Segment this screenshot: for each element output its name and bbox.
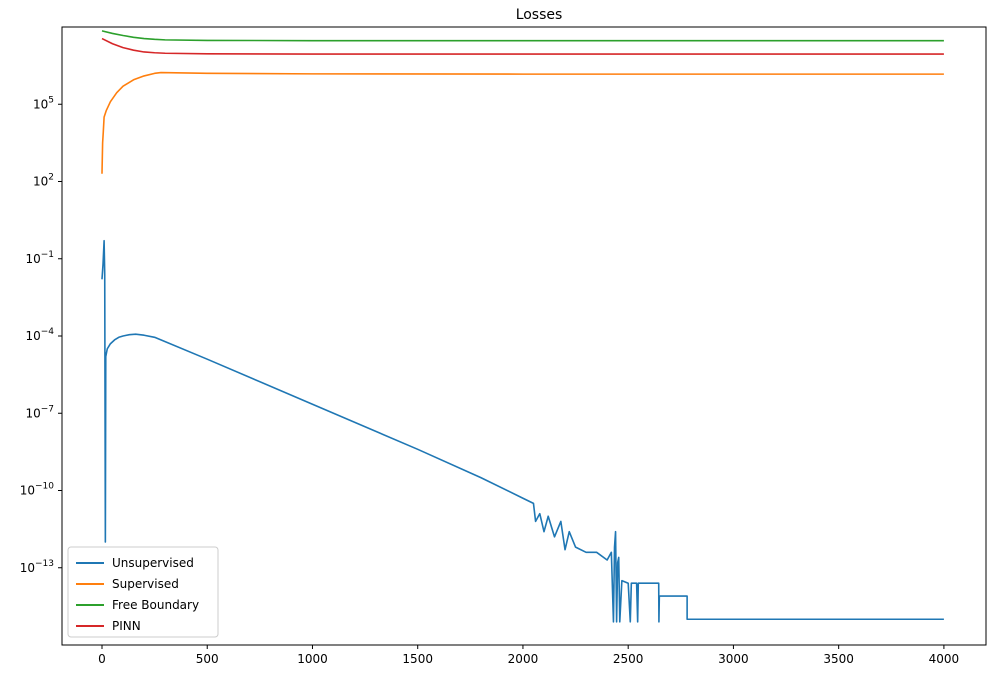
series-line-pinn [101,37,944,55]
legend-box [67,546,219,638]
legend: Unsupervised Supervised Free Boundary PINN [67,546,219,638]
y-tick-label: 10−1 [25,250,54,266]
y-tick-label: 10−7 [25,404,54,420]
y-tick-label: 10−4 [25,327,54,343]
y-tick-label: 105 [33,95,54,111]
series-line-unsupervised [101,239,944,623]
y-tick-label: 10−13 [20,559,54,575]
x-tick-label: 0 [98,652,106,666]
legend-label: Supervised [112,577,179,591]
x-axis: 0 500 1000 1500 2000 2500 3000 3500 4000 [98,645,959,666]
legend-label: Free Boundary [112,598,199,612]
x-tick-label: 1500 [402,652,433,666]
x-tick-label: 4000 [929,652,960,666]
x-tick-label: 500 [196,652,219,666]
x-tick-label: 2000 [508,652,539,666]
series-line-supervised [101,71,944,174]
x-tick-label: 3500 [823,652,854,666]
legend-label: Unsupervised [112,556,194,570]
chart-title: Losses [516,7,563,23]
y-axis: 10−13 10−10 10−7 10−4 10−1 102 105 [20,95,62,575]
plot-area [101,30,944,623]
x-tick-label: 2500 [613,652,644,666]
series-line-free-boundary [101,30,944,42]
x-tick-label: 3000 [718,652,749,666]
y-tick-label: 102 [33,173,54,189]
legend-label: PINN [112,619,141,633]
y-tick-label: 10−10 [20,482,55,498]
x-tick-label: 1000 [297,652,328,666]
